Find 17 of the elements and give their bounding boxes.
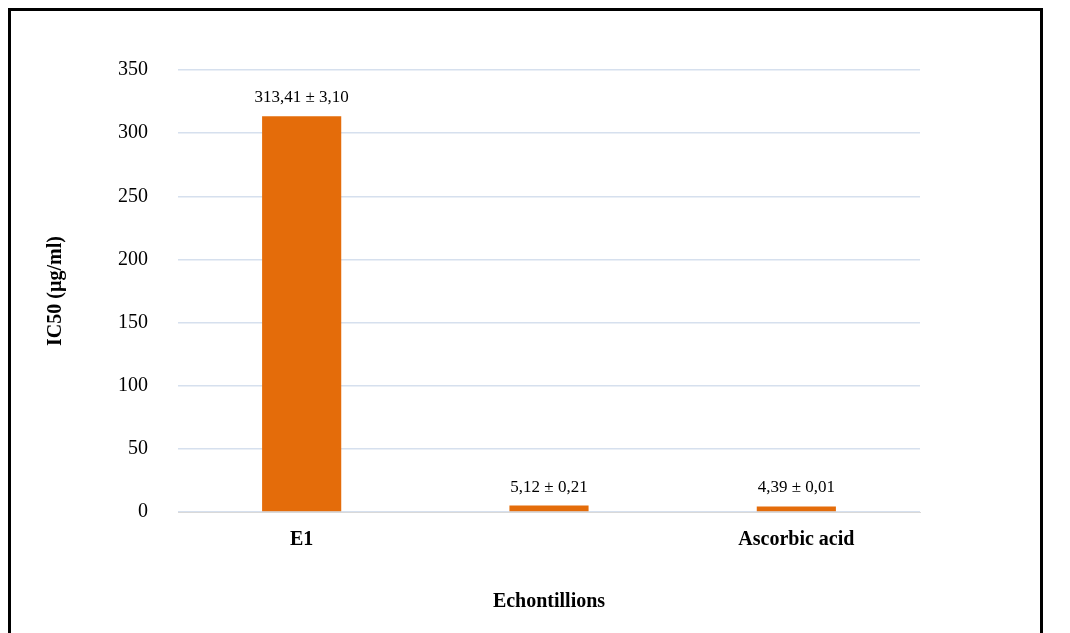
x-tick-label: E1 [289,527,314,550]
y-tick-label: 150 [118,309,148,332]
x-axis-title: Echontillions [492,589,606,612]
bar [262,116,342,512]
y-tick-label: 350 [118,57,148,80]
x-tick-label: Ascorbic acid [738,527,855,550]
data-label: 313,41 ± 3,10 [254,87,349,107]
y-tick-label: 50 [128,436,148,459]
y-tick-label: 0 [138,499,148,522]
bar [756,506,836,512]
y-tick-label: 100 [118,372,148,395]
data-label: 4,39 ± 0,01 [757,477,836,497]
y-tick-label: 250 [118,183,148,206]
y-axis-title: IC50 (µg/ml) [43,236,67,346]
data-label: 5,12 ± 0,21 [510,476,588,496]
y-tick-label: 200 [118,246,148,269]
y-tick-label: 300 [118,120,148,143]
